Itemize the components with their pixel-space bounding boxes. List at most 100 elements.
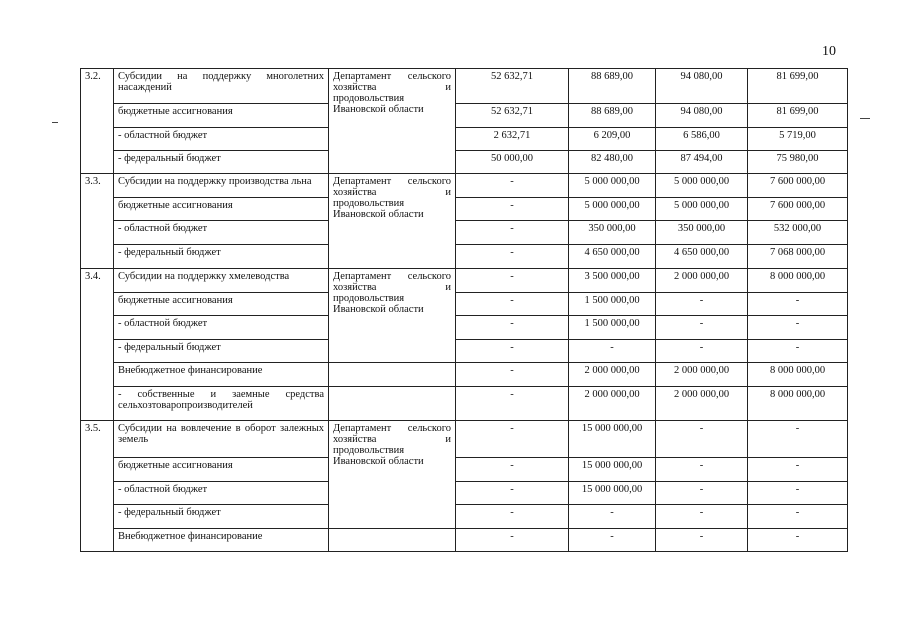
amount-cell: - bbox=[655, 504, 748, 529]
amount-cell: 7 600 000,00 bbox=[747, 197, 848, 221]
table-row: - областной бюджет -350 000,00 350 000,00 5… bbox=[81, 220, 848, 245]
row-label: - собственные и заемные средства сельхоз… bbox=[113, 386, 329, 421]
empty-cell bbox=[328, 362, 456, 387]
scan-mark bbox=[860, 118, 870, 119]
row-label: - областной бюджет bbox=[113, 315, 329, 340]
table-row: бюджетные ассигнования -5 000 000,00 5 000… bbox=[81, 197, 848, 221]
amount-cell: - bbox=[455, 481, 569, 505]
amount-cell: - bbox=[455, 457, 569, 482]
amount-cell: - bbox=[455, 386, 569, 421]
funding-table: 3.2. Субсидии на поддержку многолетних на… bbox=[80, 68, 848, 552]
responsible-department: Департамент сельского хозяйства и продов… bbox=[328, 268, 456, 363]
amount-cell: 81 699,00 bbox=[747, 68, 848, 104]
amount-cell: 2 000 000,00 bbox=[655, 362, 748, 387]
amount-cell: - bbox=[455, 292, 569, 316]
amount-cell: - bbox=[568, 528, 656, 552]
amount-cell: 8 000 000,00 bbox=[747, 268, 848, 293]
table-row: бюджетные ассигнования 52 632,71 88 689,00… bbox=[81, 103, 848, 128]
amount-cell: 532 000,00 bbox=[747, 220, 848, 245]
table-row: - областной бюджет -15 000 000,00- - bbox=[81, 481, 848, 505]
row-label: Субсидии на поддержку хмелеводства bbox=[113, 268, 329, 293]
row-label: - областной бюджет bbox=[113, 481, 329, 505]
amount-cell: - bbox=[455, 197, 569, 221]
amount-cell: 4 650 000,00 bbox=[655, 244, 748, 269]
amount-cell: 88 689,00 bbox=[568, 68, 656, 104]
row-label: - областной бюджет bbox=[113, 127, 329, 151]
amount-cell: 350 000,00 bbox=[568, 220, 656, 245]
amount-cell: 8 000 000,00 bbox=[747, 362, 848, 387]
amount-cell: 7 068 000,00 bbox=[747, 244, 848, 269]
row-label: Внебюджетное финансирование bbox=[113, 362, 329, 387]
amount-cell: - bbox=[747, 481, 848, 505]
amount-cell: 87 494,00 bbox=[655, 150, 748, 174]
amount-cell: 2 000 000,00 bbox=[655, 268, 748, 293]
amount-cell: 2 000 000,00 bbox=[568, 362, 656, 387]
amount-cell: - bbox=[568, 504, 656, 529]
amount-cell: 52 632,71 bbox=[455, 68, 569, 104]
amount-cell: - bbox=[747, 292, 848, 316]
row-label: бюджетные ассигнования bbox=[113, 292, 329, 316]
responsible-department: Департамент сельского хозяйства и продов… bbox=[328, 68, 456, 174]
amount-cell: 52 632,71 bbox=[455, 103, 569, 128]
table-row: - областной бюджет -1 500 000,00- - bbox=[81, 315, 848, 340]
row-label: бюджетные ассигнования bbox=[113, 197, 329, 221]
amount-cell: - bbox=[747, 528, 848, 552]
table-row: Внебюджетное финансирование - - - - bbox=[81, 528, 848, 552]
amount-cell: 1 500 000,00 bbox=[568, 292, 656, 316]
row-label: - федеральный бюджет bbox=[113, 504, 329, 529]
amount-cell: - bbox=[747, 315, 848, 340]
amount-cell: 1 500 000,00 bbox=[568, 315, 656, 340]
amount-cell: 50 000,00 bbox=[455, 150, 569, 174]
amount-cell: - bbox=[568, 339, 656, 363]
row-label: бюджетные ассигнования bbox=[113, 457, 329, 482]
amount-cell: - bbox=[747, 457, 848, 482]
table-row: Внебюджетное финансирование -2 000 000,00… bbox=[81, 362, 848, 387]
amount-cell: - bbox=[655, 339, 748, 363]
item-number: 3.2. bbox=[80, 68, 114, 174]
amount-cell: - bbox=[655, 457, 748, 482]
row-label: - областной бюджет bbox=[113, 220, 329, 245]
amount-cell: 94 080,00 bbox=[655, 68, 748, 104]
row-label: Субсидии на поддержку производства льна bbox=[113, 173, 329, 198]
row-label: Субсидии на поддержку многолетних насажд… bbox=[113, 68, 329, 104]
item-number: 3.5. bbox=[80, 420, 114, 552]
amount-cell: - bbox=[455, 528, 569, 552]
amount-cell: 5 000 000,00 bbox=[568, 173, 656, 198]
table-row: - федеральный бюджет - - - - bbox=[81, 504, 848, 529]
row-label: бюджетные ассигнования bbox=[113, 103, 329, 128]
amount-cell: 5 000 000,00 bbox=[655, 197, 748, 221]
amount-cell: - bbox=[655, 420, 748, 458]
amount-cell: 15 000 000,00 bbox=[568, 481, 656, 505]
table-row: - федеральный бюджет - - - - bbox=[81, 339, 848, 363]
responsible-department: Департамент сельского хозяйства и продов… bbox=[328, 173, 456, 269]
amount-cell: 88 689,00 bbox=[568, 103, 656, 128]
row-label: Внебюджетное финансирование bbox=[113, 528, 329, 552]
amount-cell: 6 586,00 bbox=[655, 127, 748, 151]
row-label: - федеральный бюджет bbox=[113, 339, 329, 363]
amount-cell: - bbox=[455, 173, 569, 198]
table-row: 3.2. Субсидии на поддержку многолетних на… bbox=[80, 68, 848, 174]
row-label: - федеральный бюджет bbox=[113, 150, 329, 174]
empty-cell bbox=[328, 386, 456, 421]
amount-cell: - bbox=[455, 244, 569, 269]
empty-cell bbox=[328, 528, 456, 552]
amount-cell: - bbox=[455, 504, 569, 529]
amount-cell: 2 632,71 bbox=[455, 127, 569, 151]
table-row: 3.4. Субсидии на поддержку хмелеводства Де… bbox=[80, 268, 848, 421]
amount-cell: - bbox=[655, 315, 748, 340]
table-row: - федеральный бюджет 50 000,00 82 480,00 87… bbox=[81, 150, 848, 174]
amount-cell: - bbox=[655, 481, 748, 505]
amount-cell: 82 480,00 bbox=[568, 150, 656, 174]
item-number: 3.4. bbox=[80, 268, 114, 421]
amount-cell: - bbox=[455, 268, 569, 293]
table-row: 3.5. Субсидии на вовлечение в оборот зале… bbox=[80, 420, 848, 552]
table-row: - собственные и заемные средства сельхоз… bbox=[81, 386, 848, 421]
responsible-department: Департамент сельского хозяйства и продов… bbox=[328, 420, 456, 529]
amount-cell: - bbox=[455, 420, 569, 458]
table-row: бюджетные ассигнования -15 000 000,00- - bbox=[81, 457, 848, 482]
amount-cell: - bbox=[455, 362, 569, 387]
amount-cell: 3 500 000,00 bbox=[568, 268, 656, 293]
amount-cell: 15 000 000,00 bbox=[568, 457, 656, 482]
table-row: - федеральный бюджет -4 650 000,00 4 650 0… bbox=[81, 244, 848, 269]
scan-mark bbox=[52, 122, 58, 123]
